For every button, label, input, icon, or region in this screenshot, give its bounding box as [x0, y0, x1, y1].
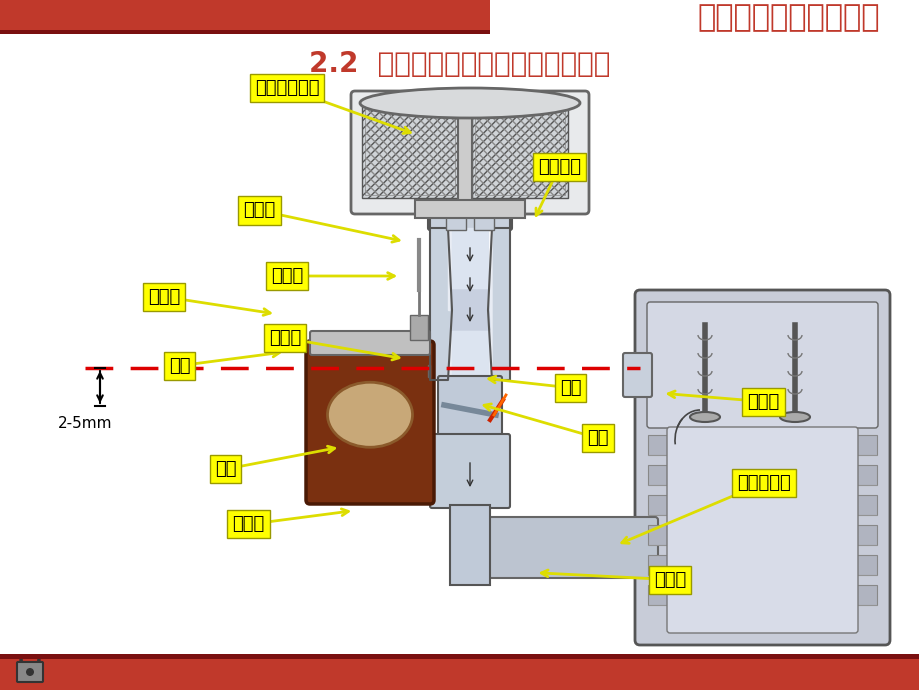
Text: 2-5mm: 2-5mm [58, 415, 112, 431]
Bar [446, 210, 466, 230]
Bar [647, 585, 876, 605]
Bar [647, 465, 876, 485]
Bar [0, 0, 490, 32]
Text: 输油管: 输油管 [232, 515, 265, 533]
Ellipse shape [359, 88, 579, 118]
Text: 节气门: 节气门 [243, 201, 276, 219]
Polygon shape [448, 310, 492, 380]
Polygon shape [451, 228, 487, 380]
Bar [474, 106, 564, 195]
Ellipse shape [779, 412, 809, 422]
Ellipse shape [689, 412, 720, 422]
Bar [427, 365, 429, 377]
FancyBboxPatch shape [306, 341, 434, 504]
Bar [414, 200, 525, 218]
Text: 浮子室: 浮子室 [147, 288, 180, 306]
Text: 空气室: 空气室 [652, 571, 686, 589]
Polygon shape [487, 228, 509, 380]
Polygon shape [487, 228, 492, 380]
Text: 浮子: 浮子 [168, 357, 190, 375]
Ellipse shape [327, 382, 412, 447]
Text: 喷管: 喷管 [586, 429, 608, 447]
Bar [458, 100, 471, 205]
Bar [365, 106, 455, 195]
Text: 进气预热套管: 进气预热套管 [255, 79, 319, 97]
FancyBboxPatch shape [429, 434, 509, 508]
Bar [647, 525, 876, 545]
Text: 主量孔: 主量孔 [268, 329, 301, 347]
Bar [0, 30, 490, 34]
Bar [647, 495, 876, 515]
FancyBboxPatch shape [486, 517, 657, 578]
Bar [0, 654, 919, 659]
Bar [647, 435, 876, 455]
Bar [471, 103, 567, 198]
Polygon shape [429, 228, 451, 380]
FancyBboxPatch shape [437, 376, 502, 440]
Polygon shape [448, 228, 451, 310]
Text: 混合室: 混合室 [270, 267, 303, 285]
FancyBboxPatch shape [310, 331, 429, 355]
Text: 汽车发动机构造与维修: 汽车发动机构造与维修 [697, 3, 879, 32]
FancyBboxPatch shape [351, 91, 588, 214]
Text: 针阀: 针阀 [214, 460, 236, 478]
Bar [410, 315, 427, 340]
FancyBboxPatch shape [622, 353, 652, 397]
Bar [361, 103, 458, 198]
FancyBboxPatch shape [17, 662, 43, 682]
Text: 2.2  简单化油器及可燃混合气的形成: 2.2 简单化油器及可燃混合气的形成 [309, 50, 610, 78]
Bar [647, 555, 876, 575]
Text: 进气歧管: 进气歧管 [538, 158, 580, 176]
FancyBboxPatch shape [634, 290, 889, 645]
Circle shape [26, 668, 34, 676]
Polygon shape [449, 290, 490, 330]
Text: 喉管: 喉管 [559, 379, 581, 397]
Bar [473, 210, 494, 230]
FancyBboxPatch shape [666, 427, 857, 633]
Text: 空气滤清器: 空气滤清器 [736, 474, 789, 492]
Bar [449, 505, 490, 585]
Text: 院汽车工程系: 院汽车工程系 [814, 662, 879, 680]
FancyBboxPatch shape [427, 206, 512, 230]
Text: 进气门: 进气门 [746, 393, 779, 411]
Bar [0, 658, 919, 690]
FancyBboxPatch shape [646, 302, 877, 428]
